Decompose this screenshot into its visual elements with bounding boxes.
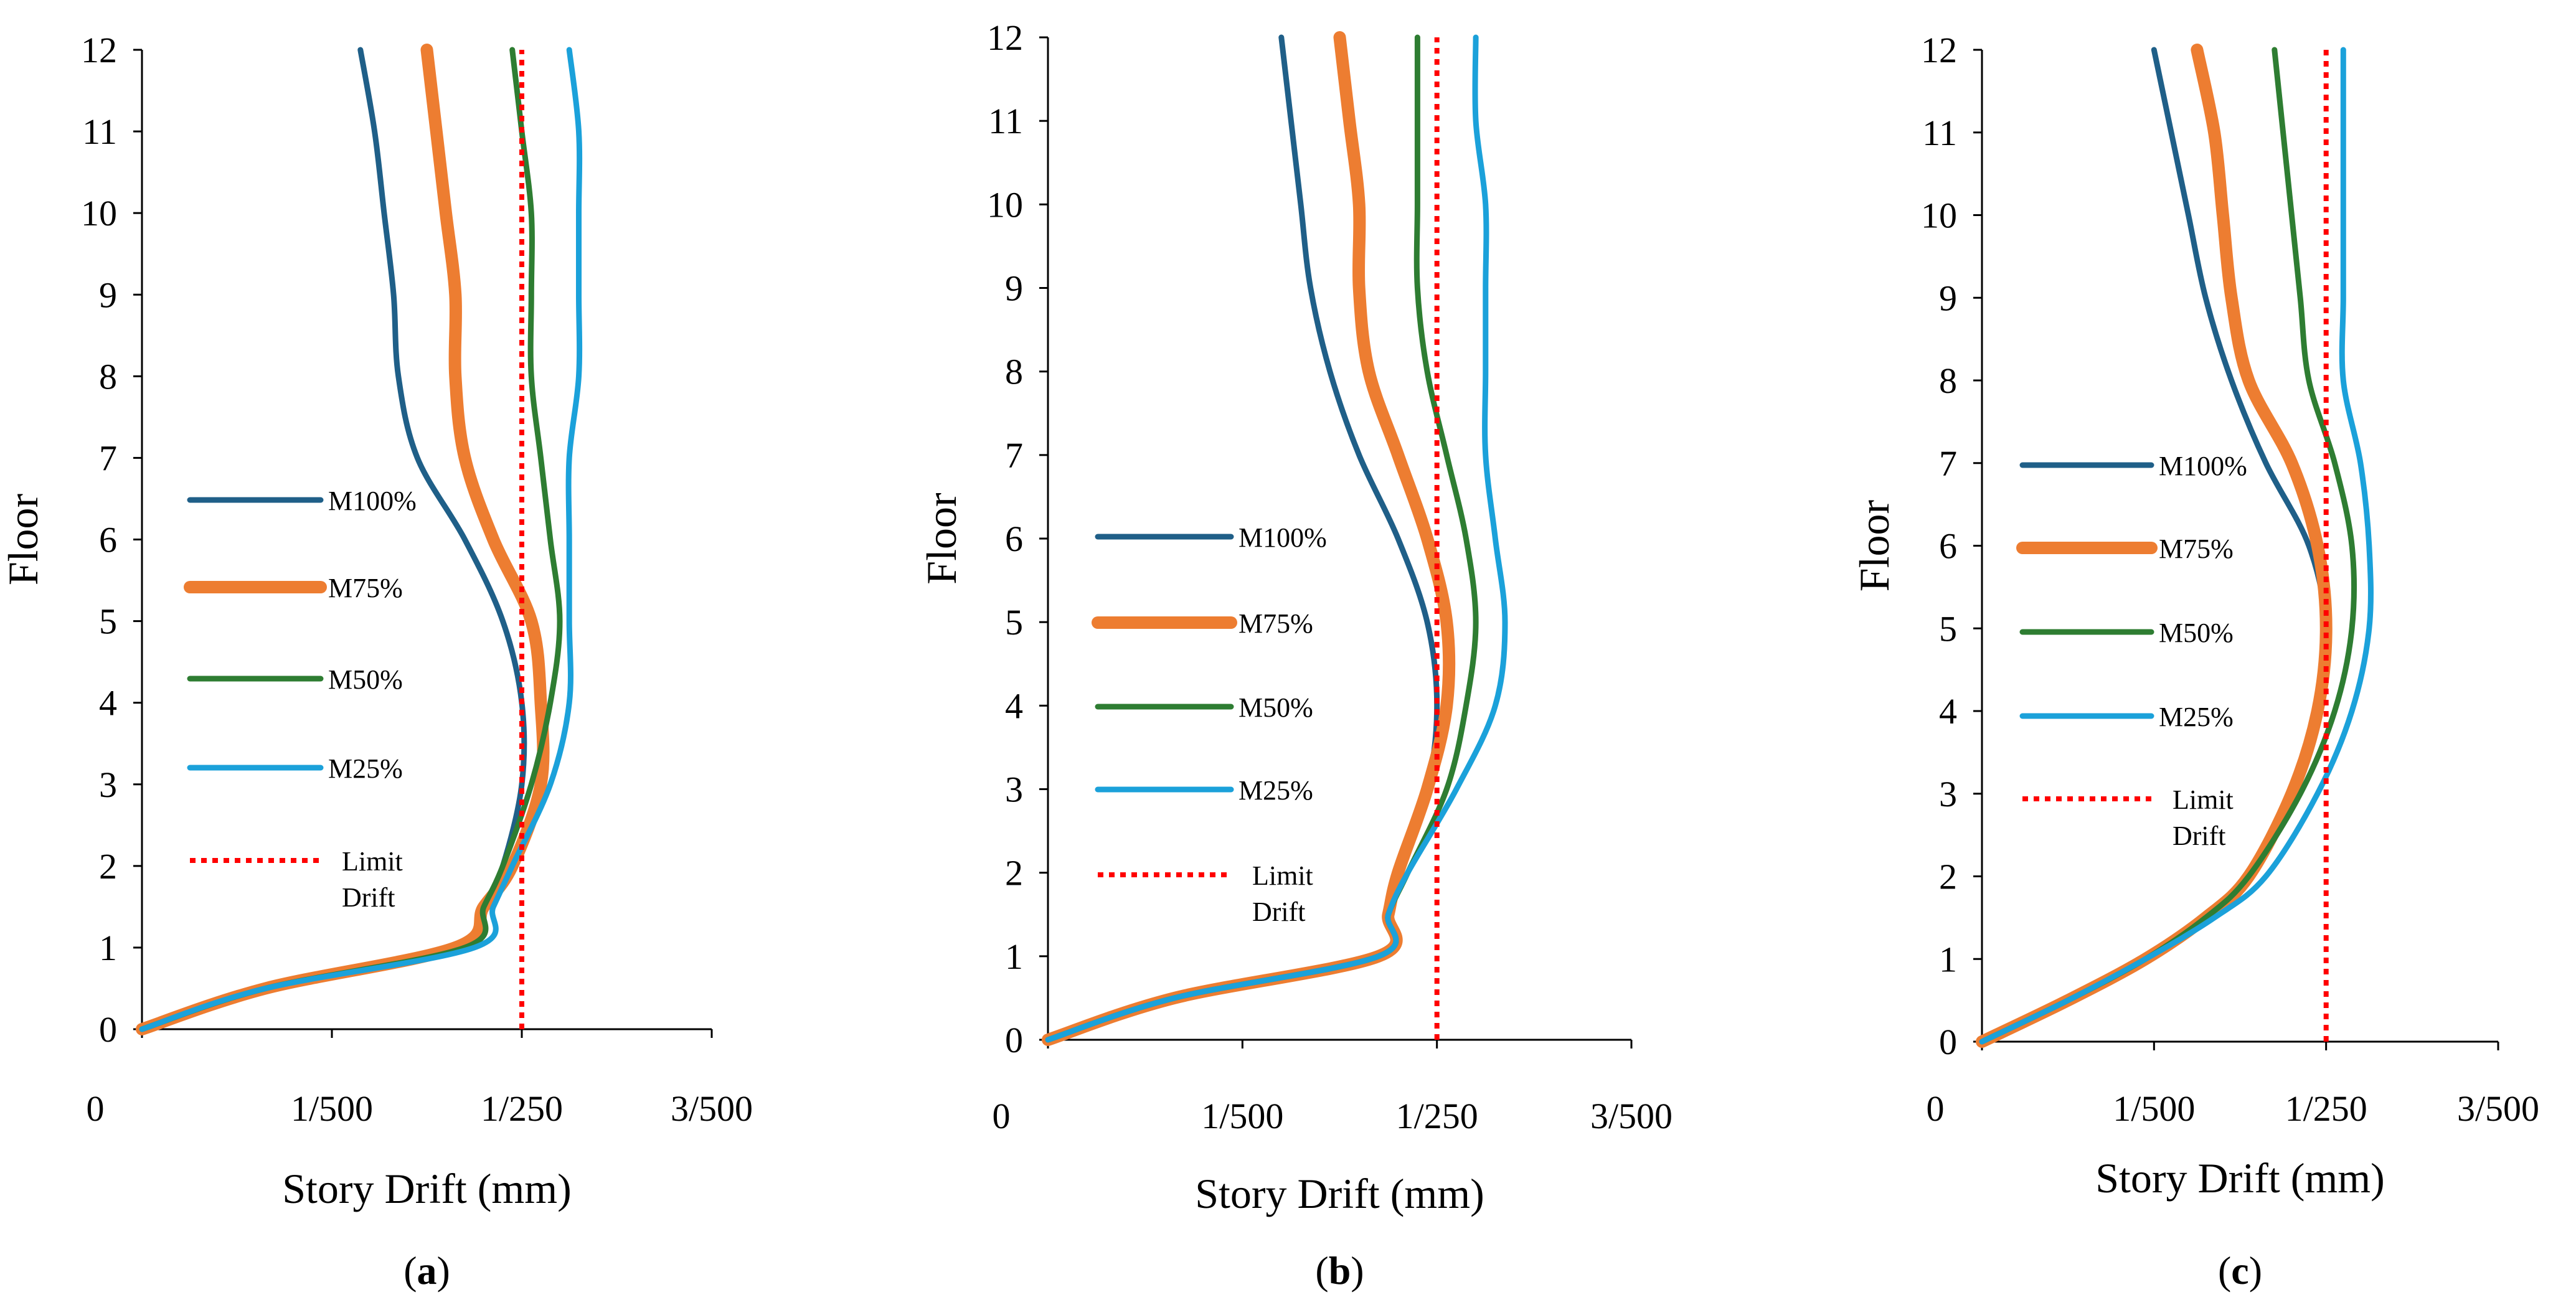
legend-label: M25% <box>328 753 403 784</box>
y-tick-label: 8 <box>1005 352 1023 392</box>
x-tick-label: 3/500 <box>1590 1096 1673 1136</box>
legend-label: Drift <box>2173 821 2226 851</box>
legend-label: M100% <box>1238 522 1327 553</box>
legend-label: M25% <box>1238 775 1313 806</box>
y-tick-label: 1 <box>1939 939 1957 979</box>
legend: M100% M75% M50% M25% Limit Drift <box>2016 451 2247 851</box>
y-tick-label: 4 <box>1005 686 1023 726</box>
y-tick-label: 9 <box>1939 278 1957 318</box>
x-tick-label: 3/500 <box>671 1088 753 1129</box>
x-tick-label: 0 <box>87 1088 105 1129</box>
legend: M100% M75% M50% M25% Limit Drift <box>1092 522 1327 927</box>
y-axis-title: Floor <box>918 492 965 585</box>
y-tick-label: 0 <box>1939 1022 1957 1062</box>
y-tick-label: 4 <box>1939 691 1957 732</box>
x-tick-label: 1/500 <box>1201 1096 1283 1136</box>
y-tick-label: 10 <box>1921 196 1957 236</box>
x-tick-label: 3/500 <box>2457 1088 2539 1129</box>
y-tick-label: 3 <box>1939 774 1957 814</box>
series-line-m25- <box>139 47 583 1032</box>
y-tick-label: 5 <box>1005 602 1023 643</box>
y-tick-label: 6 <box>1005 519 1023 559</box>
y-tick-label: 8 <box>99 356 117 397</box>
y-axis-title: Floor <box>1851 499 1898 591</box>
series-line-m100- <box>139 47 527 1032</box>
legend-label: M50% <box>328 664 403 695</box>
x-tick-label: 1/250 <box>481 1088 563 1129</box>
y-tick-label: 0 <box>99 1009 117 1050</box>
y-tick-label: 3 <box>99 765 117 805</box>
x-tick-label: 0 <box>1927 1088 1945 1129</box>
y-tick-label: 7 <box>99 438 117 478</box>
y-tick-label: 11 <box>82 111 117 152</box>
x-tick-label: 0 <box>993 1096 1011 1136</box>
legend-label: Limit <box>2173 785 2234 815</box>
legend-label: M25% <box>2159 702 2234 732</box>
panel-label: (c) <box>2218 1248 2262 1293</box>
legend-label: M100% <box>328 486 417 516</box>
y-tick-label: 1 <box>99 928 117 968</box>
y-tick-label: 0 <box>1005 1020 1023 1060</box>
y-axis-title: Floor <box>0 493 47 585</box>
y-tick-label: 4 <box>99 683 117 723</box>
panel-label: (b) <box>1315 1248 1364 1293</box>
x-tick-label: 1/250 <box>1396 1096 1478 1136</box>
legend-label: M50% <box>2159 618 2234 648</box>
x-axis-title: Story Drift (mm) <box>2095 1154 2385 1202</box>
y-tick-label: 12 <box>81 30 117 70</box>
legend-label: M75% <box>1238 608 1313 639</box>
legend-label: M50% <box>1238 692 1313 723</box>
y-tick-label: 9 <box>1005 268 1023 309</box>
y-tick-label: 9 <box>99 275 117 315</box>
y-tick-label: 6 <box>99 520 117 560</box>
y-tick-label: 7 <box>1005 435 1023 476</box>
y-tick-label: 5 <box>1939 608 1957 649</box>
y-tick-label: 3 <box>1005 770 1023 810</box>
y-tick-label: 11 <box>1922 113 1957 153</box>
legend-label: Limit <box>1252 860 1313 891</box>
x-tick-label: 1/500 <box>291 1088 373 1129</box>
x-axis-title: Story Drift (mm) <box>282 1165 572 1212</box>
y-tick-label: 12 <box>987 17 1023 58</box>
y-tick-label: 10 <box>987 184 1023 225</box>
legend: M100% M75% M50% M25% Limit Drift <box>184 486 417 913</box>
legend-label: M75% <box>328 573 403 603</box>
y-tick-label: 2 <box>99 846 117 887</box>
y-tick-label: 5 <box>99 601 117 642</box>
legend-label: M100% <box>2159 451 2247 481</box>
y-tick-label: 2 <box>1005 853 1023 893</box>
y-tick-label: 1 <box>1005 936 1023 977</box>
series-line-m25- <box>1045 34 1508 1043</box>
x-tick-label: 1/500 <box>2113 1088 2195 1129</box>
panel-label: (a) <box>403 1248 450 1293</box>
legend-label: Drift <box>342 882 395 913</box>
x-axis-title: Story Drift (mm) <box>1195 1170 1484 1217</box>
y-tick-label: 2 <box>1939 857 1957 897</box>
y-tick-label: 12 <box>1921 30 1957 70</box>
y-tick-label: 10 <box>81 193 117 233</box>
series-line-m25- <box>1979 47 2374 1045</box>
legend-label: M75% <box>2159 534 2234 564</box>
y-tick-label: 11 <box>988 101 1023 141</box>
y-tick-label: 6 <box>1939 526 1957 567</box>
x-tick-label: 1/250 <box>2285 1088 2367 1129</box>
y-tick-label: 7 <box>1939 443 1957 484</box>
y-tick-label: 8 <box>1939 360 1957 401</box>
legend-label: Limit <box>342 846 403 877</box>
legend-label: Drift <box>1252 897 1306 927</box>
